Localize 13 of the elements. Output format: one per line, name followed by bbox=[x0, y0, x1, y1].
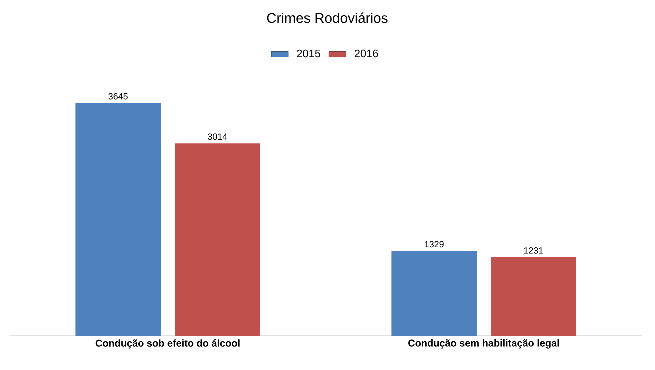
bar bbox=[392, 251, 478, 336]
data-label: 1329 bbox=[425, 241, 444, 248]
bar bbox=[491, 257, 576, 336]
legend-label: 2015 bbox=[297, 50, 321, 58]
data-label: 1231 bbox=[524, 248, 544, 254]
chart-title: Crimes Rodoviários bbox=[267, 12, 388, 24]
legend-label: 2016 bbox=[354, 50, 378, 58]
x-tick-label: Condução sob efeito do álcool bbox=[96, 340, 240, 349]
bar bbox=[76, 103, 161, 336]
data-label: 3014 bbox=[208, 134, 228, 140]
bar bbox=[175, 144, 260, 336]
data-label: 3645 bbox=[108, 93, 128, 100]
x-tick-label: Condução sem habilitação legal bbox=[408, 340, 560, 349]
